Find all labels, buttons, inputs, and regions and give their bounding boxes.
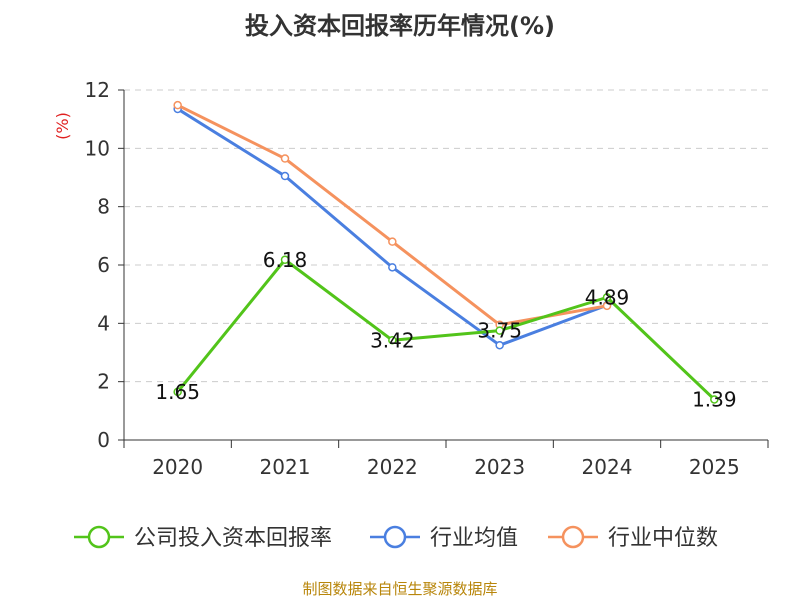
x-tick-label: 2024 [582,455,633,479]
legend-label: 公司投入资本回报率 [134,526,332,551]
y-tick-label: 8 [97,195,110,219]
y-axis-label: (%) [53,112,72,140]
data-point [388,237,397,246]
x-tick-label: 2023 [474,455,525,479]
data-point [173,387,182,397]
x-tick-label: 2020 [152,455,203,479]
data-point [710,395,719,404]
axes: 0 2 4 6 8 10 12 2020 2021 2022 2023 2024 2025 (%) [53,78,769,479]
y-tick-label: 12 [85,78,110,102]
data-point [280,255,290,264]
legend-label: 行业中位数 [608,526,718,551]
data-labels: 1.65 6.18 3.42 3.75 4.89 1.39 [155,248,736,412]
series-lines [173,100,719,404]
legend-label: 行业均值 [430,526,518,551]
series-line-1 [176,107,608,347]
data-point [602,293,612,302]
data-point [280,154,290,163]
y-tick-label: 6 [97,253,110,277]
data-point [388,336,397,345]
data-point [173,100,182,110]
y-tick-label: 4 [97,311,110,335]
data-point [495,326,504,335]
y-tick-label: 0 [97,428,110,452]
gridlines [124,89,768,383]
y-tick-label: 2 [97,370,110,394]
y-tick-label: 10 [85,136,110,160]
x-tick-label: 2021 [260,455,311,479]
x-tick-label: 2022 [367,455,418,479]
legend: 公司投入资本回报率 行业均值 行业中位数 [74,525,718,551]
data-point [602,301,612,311]
data-label: 1.39 [692,387,737,411]
legend-marker-1 [383,525,407,549]
data-point [388,263,397,272]
data-point [495,340,504,350]
series-line-2 [176,103,608,327]
data-point [280,171,290,181]
x-tick-label: 2025 [689,455,740,479]
legend-marker-0 [87,525,111,549]
series-line-0 [176,258,716,401]
data-label: 3.42 [370,328,415,352]
legend-marker-2 [561,525,585,549]
source-note: 制图数据来自恒生聚源数据库 [302,580,498,598]
data-label: 6.18 [263,248,308,272]
chart-title: 投入资本回报率历年情况(%) [245,12,555,40]
data-label: 3.75 [477,319,522,343]
data-label: 1.65 [155,380,200,404]
data-label: 4.89 [585,285,630,309]
